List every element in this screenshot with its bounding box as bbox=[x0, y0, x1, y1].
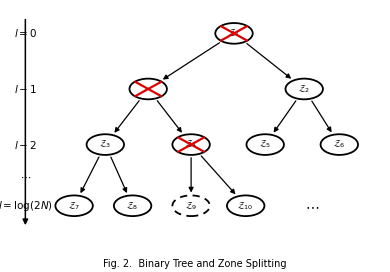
Text: $\mathcal{Z}_2$: $\mathcal{Z}_2$ bbox=[298, 83, 310, 95]
Text: $\mathcal{Z}_1$: $\mathcal{Z}_1$ bbox=[228, 28, 240, 39]
Text: $l=\log(2N)$: $l=\log(2N)$ bbox=[0, 199, 53, 213]
Text: $\mathcal{Z}_7$: $\mathcal{Z}_7$ bbox=[68, 200, 80, 212]
Text: $\mathcal{Z}_{10}$: $\mathcal{Z}_{10}$ bbox=[238, 200, 254, 212]
Ellipse shape bbox=[87, 134, 124, 155]
Text: $l - 1$: $l - 1$ bbox=[14, 83, 37, 95]
Text: $\mathcal{Z}_9$: $\mathcal{Z}_9$ bbox=[185, 200, 197, 212]
Ellipse shape bbox=[55, 195, 93, 216]
Text: $l - 2$: $l - 2$ bbox=[14, 138, 37, 151]
Text: $\mathcal{Z}_8$: $\mathcal{Z}_8$ bbox=[126, 200, 139, 212]
Text: $l = 0$: $l = 0$ bbox=[14, 27, 37, 39]
Ellipse shape bbox=[246, 134, 284, 155]
Ellipse shape bbox=[285, 79, 323, 99]
Ellipse shape bbox=[129, 79, 167, 99]
Ellipse shape bbox=[172, 195, 210, 216]
Text: $\mathcal{Z}_6$: $\mathcal{Z}_6$ bbox=[333, 139, 346, 150]
Text: $\cdots$: $\cdots$ bbox=[20, 172, 31, 181]
Ellipse shape bbox=[114, 195, 151, 216]
Ellipse shape bbox=[321, 134, 358, 155]
Text: $\mathcal{Z}_4$: $\mathcal{Z}_4$ bbox=[185, 139, 197, 150]
Ellipse shape bbox=[215, 23, 253, 44]
Ellipse shape bbox=[227, 195, 264, 216]
Text: Fig. 2.  Binary Tree and Zone Splitting: Fig. 2. Binary Tree and Zone Splitting bbox=[103, 259, 287, 269]
Ellipse shape bbox=[172, 134, 210, 155]
Text: $\mathcal{Z}_3$: $\mathcal{Z}_3$ bbox=[99, 139, 112, 150]
Text: $\cdots$: $\cdots$ bbox=[305, 199, 319, 213]
Text: $\mathcal{Z}_5$: $\mathcal{Z}_5$ bbox=[259, 139, 271, 150]
